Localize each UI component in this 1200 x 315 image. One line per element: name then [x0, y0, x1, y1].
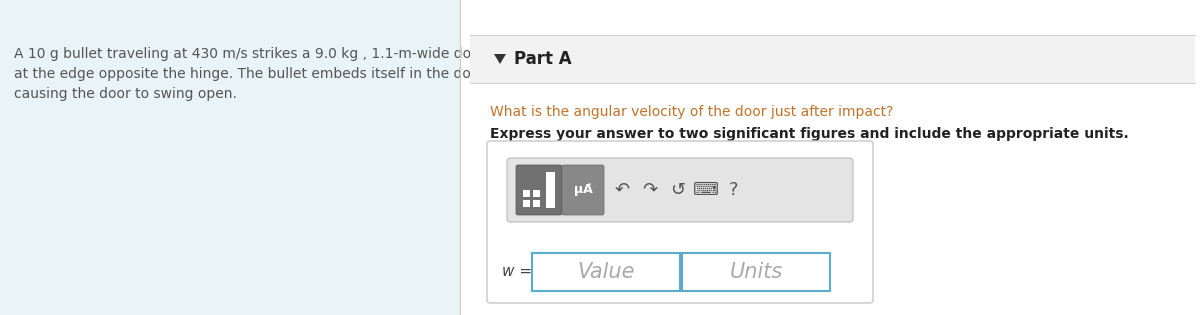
Text: ↶: ↶ [614, 181, 630, 199]
Bar [533, 200, 540, 207]
Text: causing the door to swing open.: causing the door to swing open. [14, 87, 236, 101]
Bar [533, 190, 540, 197]
Bar [470, 35, 1195, 83]
Text: w =: w = [502, 265, 532, 279]
Text: ?: ? [730, 181, 739, 199]
Text: A 10 g bullet traveling at 430 m/s strikes a 9.0 kg , 1.1-m-wide door: A 10 g bullet traveling at 430 m/s strik… [14, 47, 485, 61]
FancyBboxPatch shape [508, 158, 853, 222]
Bar [546, 172, 554, 208]
Text: ⌨: ⌨ [694, 181, 719, 199]
Text: μȦ: μȦ [574, 184, 593, 197]
Text: Units: Units [730, 262, 782, 282]
Text: Part A: Part A [514, 50, 571, 68]
FancyBboxPatch shape [516, 165, 562, 215]
Text: ↺: ↺ [671, 181, 685, 199]
Bar [532, 253, 680, 291]
Text: Express your answer to two significant figures and include the appropriate units: Express your answer to two significant f… [490, 127, 1129, 141]
FancyBboxPatch shape [487, 141, 874, 303]
Polygon shape [494, 54, 506, 64]
Text: Value: Value [577, 262, 635, 282]
Bar [0, 0, 460, 315]
Bar [682, 253, 830, 291]
FancyBboxPatch shape [562, 165, 604, 215]
Text: What is the angular velocity of the door just after impact?: What is the angular velocity of the door… [490, 105, 893, 119]
Bar [523, 200, 530, 207]
Bar [523, 190, 530, 197]
Text: ↷: ↷ [642, 181, 658, 199]
Text: at the edge opposite the hinge. The bullet embeds itself in the door,: at the edge opposite the hinge. The bull… [14, 67, 490, 81]
Bar [460, 0, 1200, 315]
